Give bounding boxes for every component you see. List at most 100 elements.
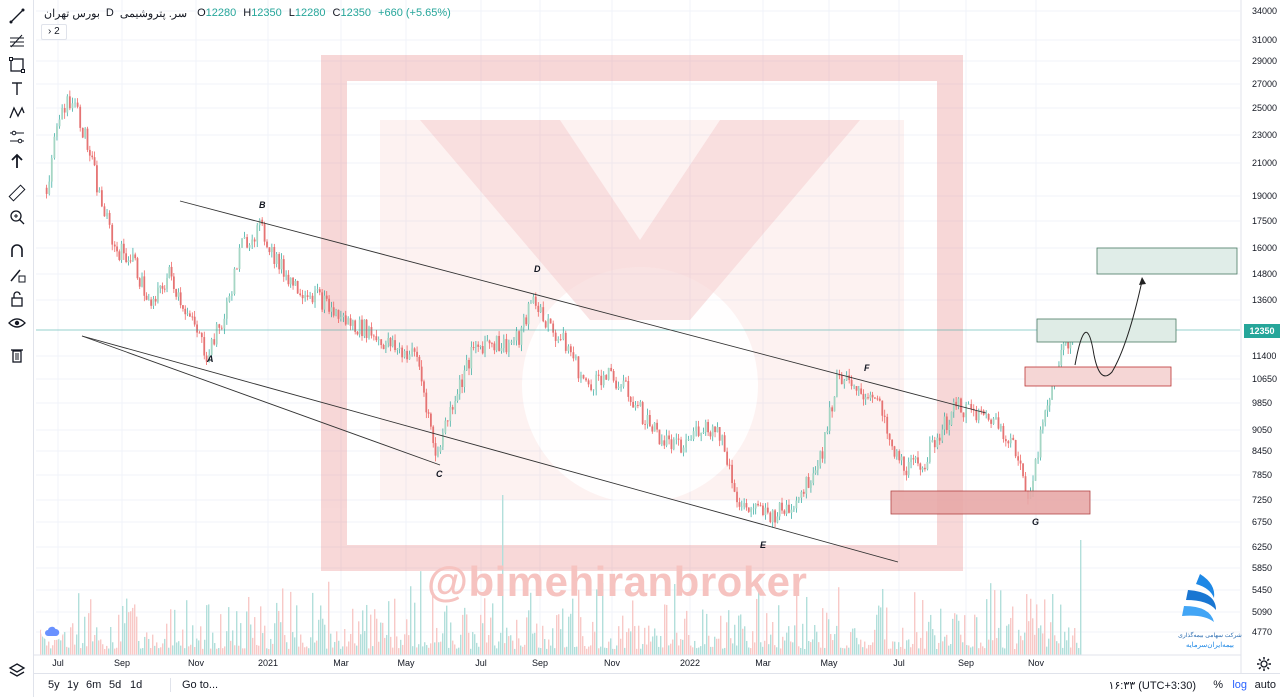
- unlock-icon[interactable]: [5, 288, 29, 310]
- volume-bar: [724, 647, 726, 655]
- volume-bar: [262, 633, 264, 655]
- wave-label-g: G: [1032, 517, 1039, 527]
- lock-drawing-icon[interactable]: [5, 264, 29, 286]
- volume-bar: [1066, 640, 1068, 655]
- volume-bar: [530, 592, 532, 655]
- volume-bar: [790, 641, 792, 655]
- layers-icon[interactable]: [5, 660, 29, 682]
- volume-bar: [200, 626, 202, 655]
- volume-bar: [440, 641, 442, 655]
- candle-body: [398, 347, 401, 349]
- ruler-icon[interactable]: [5, 182, 29, 204]
- volume-bar: [574, 647, 576, 655]
- candle-body: [86, 128, 89, 150]
- rectangle-icon[interactable]: [5, 54, 29, 76]
- fib-icon[interactable]: [5, 30, 29, 52]
- candle-body: [716, 427, 719, 433]
- timeframe-5y[interactable]: 5y: [48, 679, 60, 691]
- candle-body: [1051, 384, 1053, 400]
- candle-body: [396, 348, 399, 351]
- volume-bar: [830, 634, 832, 655]
- eye-icon[interactable]: [5, 312, 29, 334]
- volume-bar: [222, 648, 224, 655]
- volume-bar: [752, 631, 754, 655]
- volume-bar: [1034, 634, 1036, 655]
- indicators-toggle[interactable]: › 2: [41, 24, 67, 40]
- timeframe-6m[interactable]: 6m: [86, 679, 102, 691]
- volume-bar: [740, 614, 742, 655]
- volume-bar: [1072, 635, 1074, 655]
- volume-bar: [690, 645, 692, 655]
- candle-body: [651, 426, 654, 432]
- volume-bar: [1028, 621, 1030, 655]
- candle-body: [615, 380, 617, 389]
- volume-bar: [1032, 618, 1034, 655]
- candle-body: [186, 313, 189, 315]
- volume-bar: [146, 632, 148, 655]
- goto-date-button[interactable]: Go to...: [182, 679, 219, 691]
- timeframe-1d[interactable]: 1d: [130, 679, 143, 691]
- volume-bar: [558, 614, 560, 655]
- timeframe-1y[interactable]: 1y: [67, 679, 79, 691]
- settings-gear-icon[interactable]: [1256, 656, 1272, 672]
- candle-body: [463, 370, 466, 388]
- volume-bar: [922, 600, 924, 655]
- volume-bar: [528, 610, 530, 655]
- volume-bar: [238, 645, 240, 655]
- text-icon[interactable]: [5, 78, 29, 100]
- volume-bar: [640, 648, 642, 655]
- volume-bar: [882, 588, 884, 655]
- timezone-clock[interactable]: ۱۶:۳۳ (UTC+3:30): [1108, 680, 1196, 692]
- log-scale-toggle[interactable]: log: [1232, 679, 1247, 691]
- candle-body: [377, 339, 380, 341]
- x-tick-label: Sep: [532, 658, 548, 668]
- candle-body: [106, 212, 108, 217]
- trash-icon[interactable]: [5, 344, 29, 366]
- magnet-icon[interactable]: [5, 240, 29, 262]
- volume-bar: [992, 640, 994, 655]
- volume-bar: [862, 647, 864, 655]
- volume-bar: [228, 607, 230, 655]
- volume-bar: [340, 648, 342, 655]
- interval-label[interactable]: D: [105, 7, 114, 19]
- volume-bar: [428, 647, 430, 655]
- volume-bar: [312, 592, 314, 655]
- volume-bar: [626, 632, 628, 655]
- auto-scale-toggle[interactable]: auto: [1254, 679, 1276, 691]
- volume-bar: [580, 617, 582, 655]
- volume-bar: [1052, 594, 1054, 655]
- candle-body: [900, 456, 903, 461]
- volume-bar: [508, 636, 510, 655]
- cloud-icon[interactable]: [41, 624, 63, 640]
- volume-bar: [172, 645, 174, 655]
- volume-bar: [660, 636, 662, 655]
- volume-bar: [844, 648, 846, 655]
- volume-bar: [754, 642, 756, 655]
- candle-body: [707, 422, 709, 433]
- zoom-in-icon[interactable]: [5, 206, 29, 228]
- forecast-icon[interactable]: [5, 126, 29, 148]
- volume-bar: [564, 647, 566, 655]
- y-tick-label: 21000: [1252, 158, 1277, 168]
- candle-body: [711, 426, 714, 437]
- timeframe-5d[interactable]: 5d: [109, 679, 122, 691]
- volume-bar: [1068, 627, 1070, 655]
- candle-body: [1004, 439, 1007, 442]
- candle-body: [347, 318, 350, 325]
- candle-body: [163, 288, 166, 290]
- pattern-icon[interactable]: [5, 102, 29, 124]
- volume-bar: [808, 640, 810, 655]
- candle-body: [783, 510, 786, 514]
- volume-bar: [766, 613, 768, 655]
- candle-body: [862, 393, 865, 400]
- trend-line-icon[interactable]: [5, 5, 29, 27]
- symbol-name[interactable]: سر. پتروشیمی: [119, 7, 188, 20]
- percent-scale-toggle[interactable]: %: [1213, 679, 1223, 691]
- arrow-icon[interactable]: [5, 150, 29, 172]
- candle-body: [154, 298, 157, 302]
- candle-body: [170, 266, 173, 277]
- candle-body: [205, 355, 208, 362]
- close-value: 12350: [340, 7, 372, 19]
- candle-body: [754, 503, 757, 509]
